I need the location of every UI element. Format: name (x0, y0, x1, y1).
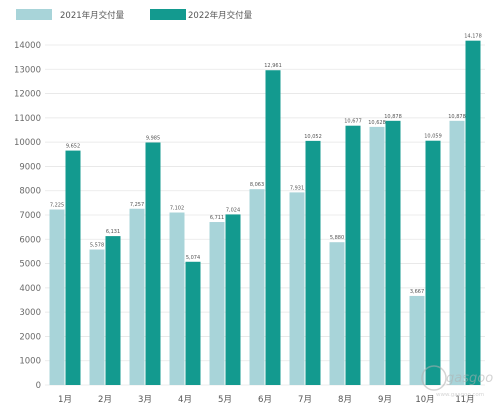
bar-2021-1 (49, 209, 65, 385)
bar-2021-3 (129, 208, 145, 385)
bar-2022-11 (465, 40, 481, 385)
bar-2021-7 (289, 192, 305, 385)
bar-2021-9 (369, 126, 385, 386)
x-tick-label: 8月 (338, 395, 352, 405)
x-axis: 1月 2月 3月 4月 5月 6月 7月 8月 9月 10月 11月 (58, 395, 475, 405)
bar-2022-6 (265, 70, 281, 386)
y-tick-label: 1000 (19, 357, 41, 367)
y-tick-label: 11000 (14, 114, 41, 124)
x-tick-label: 4月 (178, 395, 192, 405)
data-label-2022-3: 9,985 (146, 136, 160, 142)
legend-label: 2022年月交付量 (188, 10, 253, 21)
bar-2021-2 (89, 249, 105, 385)
y-tick-label: 9000 (19, 162, 41, 172)
y-tick-label: 7000 (19, 211, 41, 221)
bar-2022-8 (345, 125, 361, 386)
data-label-2021-4: 7,102 (170, 206, 184, 212)
watermark: gasgoo www.gasgoo.com (421, 365, 493, 398)
y-tick-label: 4000 (19, 284, 41, 294)
bar-2022-9 (385, 120, 401, 385)
data-label-2021-9: 10,628 (368, 120, 386, 126)
bar-2021-10 (409, 295, 425, 385)
legend-label: 2021年月交付量 (60, 10, 125, 21)
bar-2021-5 (209, 222, 225, 385)
y-tick-label: 10000 (14, 138, 41, 148)
data-label-2022-2: 6,131 (106, 229, 120, 235)
x-tick-label: 3月 (138, 395, 152, 405)
bars (49, 40, 481, 386)
x-tick-label: 7月 (298, 395, 312, 405)
y-tick-label: 8000 (19, 187, 41, 197)
bar-2021-4 (169, 212, 185, 385)
y-tick-label: 6000 (19, 235, 41, 245)
x-tick-label: 2月 (98, 395, 112, 405)
bar-2022-10 (425, 140, 441, 385)
x-tick-label: 9月 (378, 395, 392, 405)
x-tick-label: 11月 (455, 395, 474, 405)
data-label-2021-8: 5,880 (330, 235, 344, 241)
data-label-2022-10: 10,059 (424, 134, 442, 140)
watermark-logo-icon (421, 365, 447, 391)
data-label-2022-8: 10,677 (344, 119, 362, 125)
bar-2022-4 (185, 261, 201, 385)
data-label-2021-1: 7,225 (50, 203, 64, 209)
bar-2022-3 (145, 142, 161, 385)
x-tick-label: 6月 (258, 395, 272, 405)
bar-2021-6 (249, 189, 265, 385)
bar-2022-1 (65, 150, 81, 385)
legend-swatch (16, 9, 52, 20)
y-tick-label: 5000 (19, 260, 41, 270)
data-label-2022-9: 10,878 (384, 114, 402, 120)
data-label-2021-2: 5,578 (90, 243, 104, 249)
bar-2022-5 (225, 214, 241, 385)
x-tick-label: 1月 (58, 395, 72, 405)
y-tick-label: 14000 (14, 41, 41, 51)
legend: 2021年月交付量 2022年月交付量 (16, 9, 253, 21)
data-label-2022-1: 9,652 (66, 144, 80, 150)
bar-2021-8 (329, 242, 345, 385)
watermark-logo-text: gasgoo (446, 371, 493, 386)
data-label-2021-7: 7,931 (290, 185, 304, 191)
y-tick-label: 3000 (19, 308, 41, 318)
data-label-2022-7: 10,052 (304, 134, 322, 140)
data-label-2021-10: 3,667 (410, 289, 424, 295)
y-tick-label: 2000 (19, 332, 41, 342)
y-tick-label: 0 (36, 381, 41, 391)
y-tick-label: 12000 (14, 90, 41, 100)
data-label-2022-5: 7,024 (226, 207, 240, 213)
data-label-2021-5: 6,711 (210, 215, 224, 221)
data-labels: 7,225 9,652 5,578 6,131 7,257 9,985 7,102 5,074… (50, 34, 482, 295)
x-tick-label: 5月 (218, 395, 232, 405)
data-label-2021-3: 7,257 (130, 202, 144, 208)
watermark-url: www.gasgoo.com (436, 392, 484, 398)
bar-2022-7 (305, 140, 321, 385)
data-label-2021-11: 10,878 (448, 114, 466, 120)
legend-swatch (150, 9, 186, 20)
y-tick-label: 13000 (14, 65, 41, 75)
y-axis: 0 1000 2000 3000 4000 5000 6000 7000 8000 9000 100… (14, 41, 41, 391)
x-tick-label: 10月 (415, 395, 434, 405)
data-label-2022-6: 12,961 (264, 63, 282, 69)
data-label-2021-6: 8,063 (250, 182, 264, 188)
data-label-2022-4: 5,074 (186, 255, 200, 261)
bar-2021-11 (449, 120, 465, 385)
data-label-2022-11: 14,178 (464, 34, 482, 40)
bar-2022-2 (105, 236, 121, 385)
